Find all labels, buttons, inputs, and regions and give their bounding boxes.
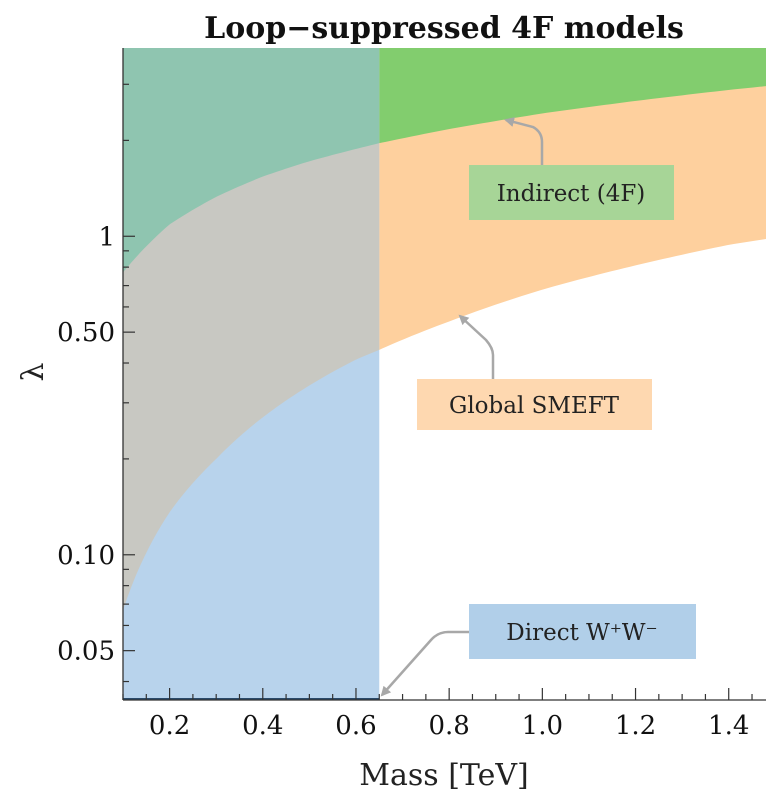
chart-title: Loop−suppressed 4F models xyxy=(204,11,684,46)
y-tick-label: 0.10 xyxy=(57,541,115,571)
x-tick-label: 0.2 xyxy=(149,711,190,741)
indirect-direct-overlap-region xyxy=(123,48,380,273)
annotation-arrow xyxy=(504,117,544,165)
y-tick-label: 0.05 xyxy=(57,637,115,667)
indirect-4f-region xyxy=(379,48,766,144)
y-tick-label: 0.50 xyxy=(57,318,115,348)
x-tick-label: 1.0 xyxy=(522,711,563,741)
annotation-box xyxy=(469,604,696,659)
annotation-label: Direct W⁺W⁻ xyxy=(506,620,657,646)
annotation-box xyxy=(469,165,674,220)
x-tick-label: 0.4 xyxy=(242,711,283,741)
annotations: Indirect (4F) Global SMEFT Direct W⁺W⁻ xyxy=(380,117,696,697)
y-axis-ticks: 0.05 0.10 0.50 1 xyxy=(57,83,135,683)
plot-regions xyxy=(123,48,766,700)
x-tick-label: 1.4 xyxy=(708,711,749,741)
annotation-arrow xyxy=(380,630,469,697)
x-axis-label: Mass [TeV] xyxy=(359,758,528,793)
annotation-box xyxy=(417,379,652,430)
y-axis-label: λ xyxy=(16,362,51,381)
x-tick-label: 0.6 xyxy=(335,711,376,741)
annotation-arrow xyxy=(458,314,495,379)
annotation-label: Indirect (4F) xyxy=(497,181,646,207)
annotation-label: Global SMEFT xyxy=(449,393,620,419)
y-tick-label: 1 xyxy=(98,222,115,252)
x-tick-label: 0.8 xyxy=(428,711,469,741)
x-axis-ticks: 0.2 0.4 0.6 0.8 1.0 1.2 1.4 xyxy=(122,688,753,741)
x-tick-label: 1.2 xyxy=(615,711,656,741)
